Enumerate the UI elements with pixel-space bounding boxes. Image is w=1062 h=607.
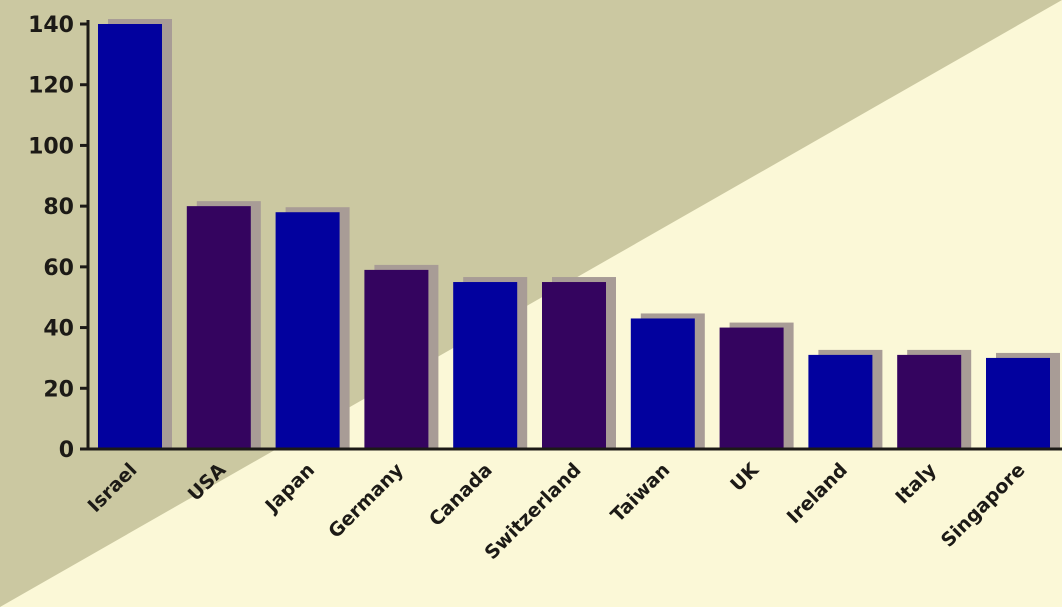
- y-tick-labels: 0 20 40 60 80 100 120 140: [28, 13, 74, 463]
- bar: [98, 24, 162, 449]
- bar: [719, 327, 784, 449]
- y-tick-label: 60: [43, 256, 74, 281]
- bar: [630, 318, 695, 449]
- bar: [186, 206, 251, 449]
- y-tick-label: 80: [43, 195, 74, 220]
- y-tick-label: 140: [28, 13, 74, 38]
- y-tick-label: 0: [59, 438, 74, 463]
- bar-group: [98, 24, 1050, 449]
- y-tick-label: 120: [28, 74, 74, 99]
- bar: [986, 357, 1050, 449]
- y-tick-label: 20: [43, 377, 74, 402]
- bar: [275, 212, 340, 449]
- bar: [808, 354, 873, 449]
- y-tick-label: 40: [43, 317, 74, 342]
- bar: [453, 282, 518, 449]
- bar: [364, 269, 429, 449]
- y-tick-label: 100: [28, 134, 74, 159]
- bar: [542, 282, 606, 449]
- axis-group: [80, 20, 1062, 451]
- bar: [897, 354, 962, 449]
